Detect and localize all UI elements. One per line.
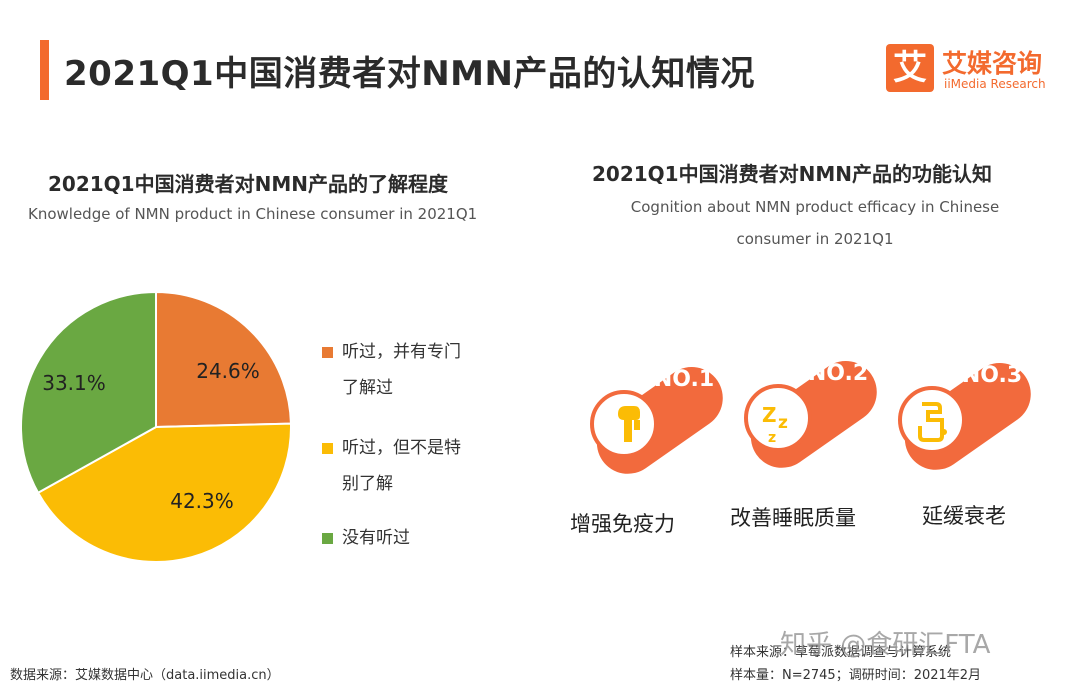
sleep-zzz-icon: Z z z <box>762 403 788 446</box>
svg-text:z: z <box>768 430 776 446</box>
pie-slice-label-2: 42.3% <box>170 489 234 513</box>
legend-swatch-2 <box>322 443 333 454</box>
efficacy-chart-subtitle-line1: Cognition about NMN product efficacy in … <box>630 198 1000 216</box>
logo-mark: 艾 <box>886 44 934 92</box>
efficacy-chart-subtitle-line2: consumer in 2021Q1 <box>736 230 894 248</box>
legend-label-2-line-1: 听过，但不是特 <box>342 438 461 458</box>
efficacy-name-2: 改善睡眠质量 <box>730 506 856 530</box>
arm-strength-icon <box>618 406 640 442</box>
legend-item-1: 听过，并有专门 了解过 <box>322 334 512 406</box>
badge-icon-circle <box>744 384 812 452</box>
iimedia-logo: 艾 艾媒咨询 iiMedia Research <box>886 44 1066 98</box>
legend-label-2-line-2: 别了解 <box>342 474 393 494</box>
badge-rank-label: NO.3 <box>962 363 1022 388</box>
svg-text:Z: Z <box>762 403 777 427</box>
walking-cane-icon <box>918 402 947 442</box>
badge-rank-label: NO.2 <box>808 361 868 386</box>
pie-slice-label-1: 24.6% <box>196 359 260 383</box>
title-accent-bar <box>40 40 49 100</box>
knowledge-pie-chart: 24.6% 42.3% 33.1% <box>20 290 292 563</box>
efficacy-badge-2: Z z z NO.2 <box>744 361 877 468</box>
legend-item-2: 听过，但不是特 别了解 <box>322 430 512 502</box>
badge-rank-label: NO.1 <box>654 367 714 392</box>
logo-name-en: iiMedia Research <box>944 77 1046 91</box>
legend-label-1-line-1: 听过，并有专门 <box>342 342 461 362</box>
pie-slice-1 <box>155 290 292 429</box>
pie-slice-label-3: 33.1% <box>42 371 106 395</box>
sample-size: 样本量：N=2745；调研时间：2021年2月 <box>730 668 982 683</box>
efficacy-badge-3: NO.3 <box>898 363 1031 470</box>
legend-item-3: 没有听过 <box>322 520 512 556</box>
sample-source: 样本来源：草莓派数据调查与计算系统 <box>730 645 952 660</box>
logo-name-cn: 艾媒咨询 <box>942 49 1043 78</box>
zhihu-watermark: 知乎 @食研汇FTA <box>780 630 991 660</box>
efficacy-name-3: 延缓衰老 <box>922 504 1006 528</box>
pie-slice-3 <box>20 290 157 495</box>
efficacy-badge-1: NO.1 <box>590 367 723 474</box>
pie-chart-subtitle: Knowledge of NMN product in Chinese cons… <box>28 205 478 223</box>
pie-chart-title: 2021Q1中国消费者对NMN产品的了解程度 <box>48 172 448 196</box>
efficacy-chart-title: 2021Q1中国消费者对NMN产品的功能认知 <box>592 162 992 186</box>
efficacy-name-1: 增强免疫力 <box>570 512 675 536</box>
legend-label-3-line-1: 没有听过 <box>342 528 410 548</box>
legend-swatch-1 <box>322 347 333 358</box>
data-source: 数据来源：艾媒数据中心（data.iimedia.cn） <box>10 668 280 683</box>
page-title: 2021Q1中国消费者对NMN产品的认知情况 <box>64 54 755 94</box>
legend-label-1-line-2: 了解过 <box>342 378 393 398</box>
legend-swatch-3 <box>322 533 333 544</box>
svg-text:z: z <box>778 413 788 433</box>
